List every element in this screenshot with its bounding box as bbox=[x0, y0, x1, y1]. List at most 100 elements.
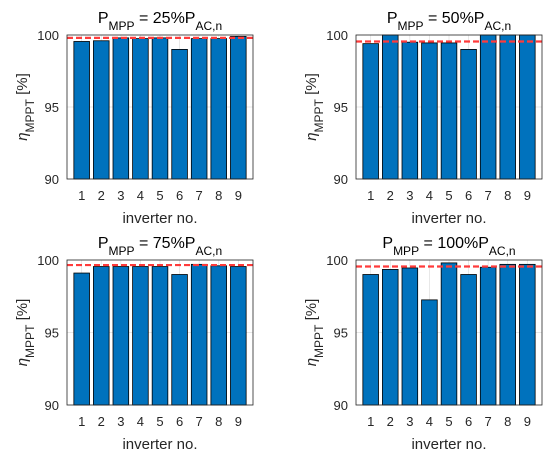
x-tick-label: 4 bbox=[426, 414, 433, 429]
y-tick-label: 90 bbox=[45, 172, 59, 187]
bar-inverter-5 bbox=[152, 38, 168, 179]
x-tick-label: 6 bbox=[176, 188, 183, 203]
x-tick-label: 2 bbox=[387, 188, 394, 203]
y-tick-label: 100 bbox=[326, 28, 348, 43]
bar-inverter-3 bbox=[113, 38, 129, 179]
bar-inverter-9 bbox=[230, 267, 246, 405]
x-tick-label: 3 bbox=[117, 414, 124, 429]
bar-inverter-4 bbox=[422, 300, 438, 405]
chart-panel-2: 90 95 100 1 2 3 4 5 6 7 8 9 inverter no. ηMPPT [%] PMP… bbox=[303, 10, 542, 227]
bar-inverter-8 bbox=[500, 264, 516, 405]
bar-inverter-1 bbox=[363, 44, 379, 179]
x-tick-label: 6 bbox=[465, 188, 472, 203]
chart-title: PMPP = 100%PAC,n bbox=[382, 235, 515, 258]
bar-inverter-2 bbox=[93, 267, 109, 405]
chart-title: PMPP = 50%PAC,n bbox=[387, 10, 511, 33]
y-tick-label: 95 bbox=[45, 100, 59, 115]
x-tick-label: 3 bbox=[406, 188, 413, 203]
x-tick-label: 2 bbox=[98, 414, 105, 429]
bar-inverter-6 bbox=[461, 49, 477, 179]
y-axis-label: ηMPPT [%] bbox=[303, 299, 326, 367]
x-tick-label: 4 bbox=[426, 188, 433, 203]
x-tick-label: 7 bbox=[485, 188, 492, 203]
bar-inverter-9 bbox=[519, 35, 535, 179]
bar-inverter-9 bbox=[230, 36, 246, 179]
y-tick-label: 90 bbox=[334, 398, 348, 413]
x-tick-label: 6 bbox=[176, 414, 183, 429]
x-tick-label: 9 bbox=[235, 188, 242, 203]
bar-inverter-3 bbox=[113, 267, 129, 405]
bar-inverter-4 bbox=[133, 267, 149, 405]
x-tick-label: 2 bbox=[387, 414, 394, 429]
y-tick-label: 100 bbox=[37, 28, 59, 43]
x-tick-label: 9 bbox=[524, 188, 531, 203]
x-tick-label: 1 bbox=[78, 188, 85, 203]
x-tick-label: 8 bbox=[215, 414, 222, 429]
y-axis-label: ηMPPT [%] bbox=[303, 73, 326, 141]
chart-title: PMPP = 25%PAC,n bbox=[98, 10, 222, 33]
bar-inverter-8 bbox=[211, 39, 227, 179]
x-tick-label: 5 bbox=[156, 188, 163, 203]
x-tick-label: 7 bbox=[485, 414, 492, 429]
x-tick-label: 8 bbox=[215, 188, 222, 203]
x-tick-label: 4 bbox=[137, 188, 144, 203]
bar-inverter-7 bbox=[191, 39, 207, 179]
x-axis-label: inverter no. bbox=[411, 210, 486, 227]
x-tick-label: 3 bbox=[117, 188, 124, 203]
bar-inverter-6 bbox=[172, 49, 188, 179]
bar-inverter-2 bbox=[382, 35, 398, 179]
bar-inverter-7 bbox=[480, 35, 496, 179]
bar-inverter-8 bbox=[500, 35, 516, 179]
bar-inverter-3 bbox=[402, 268, 418, 405]
y-tick-label: 90 bbox=[334, 172, 348, 187]
x-axis-label: inverter no. bbox=[122, 436, 197, 453]
x-tick-label: 5 bbox=[156, 414, 163, 429]
bar-inverter-6 bbox=[461, 275, 477, 406]
bar-inverter-4 bbox=[133, 39, 149, 179]
y-tick-label: 90 bbox=[45, 398, 59, 413]
bar-inverter-7 bbox=[480, 267, 496, 405]
bar-inverter-1 bbox=[74, 41, 90, 179]
bar-inverter-5 bbox=[441, 263, 457, 405]
y-tick-label: 100 bbox=[326, 253, 348, 268]
x-tick-label: 8 bbox=[504, 188, 511, 203]
x-tick-label: 5 bbox=[445, 414, 452, 429]
bar-inverter-3 bbox=[402, 42, 418, 179]
bar-inverter-1 bbox=[363, 275, 379, 406]
x-tick-label: 2 bbox=[98, 188, 105, 203]
x-tick-label: 8 bbox=[504, 414, 511, 429]
x-tick-label: 9 bbox=[235, 414, 242, 429]
y-axis-label: ηMPPT [%] bbox=[14, 73, 37, 141]
bar-inverter-8 bbox=[211, 266, 227, 405]
bar-inverter-2 bbox=[382, 269, 398, 405]
x-tick-label: 1 bbox=[78, 414, 85, 429]
bar-inverter-7 bbox=[191, 264, 207, 405]
x-tick-label: 1 bbox=[367, 188, 374, 203]
x-tick-label: 6 bbox=[465, 414, 472, 429]
x-tick-label: 3 bbox=[406, 414, 413, 429]
x-axis-label: inverter no. bbox=[122, 210, 197, 227]
bar-inverter-2 bbox=[93, 41, 109, 179]
bar-inverter-9 bbox=[519, 264, 535, 405]
bar-inverter-5 bbox=[441, 43, 457, 179]
chart-title: PMPP = 75%PAC,n bbox=[98, 235, 222, 258]
x-axis-label: inverter no. bbox=[411, 436, 486, 453]
bar-inverter-6 bbox=[172, 275, 188, 406]
bar-inverter-4 bbox=[422, 43, 438, 179]
bar-inverter-5 bbox=[152, 267, 168, 405]
x-tick-label: 7 bbox=[196, 414, 203, 429]
x-tick-label: 5 bbox=[445, 188, 452, 203]
y-tick-label: 95 bbox=[334, 326, 348, 341]
y-tick-label: 95 bbox=[334, 100, 348, 115]
x-tick-label: 1 bbox=[367, 414, 374, 429]
bar-inverter-1 bbox=[74, 273, 90, 405]
x-tick-label: 7 bbox=[196, 188, 203, 203]
chart-panel-3: 90 95 100 1 2 3 4 5 6 7 8 9 inverter no. ηMPPT [%] PMP… bbox=[14, 235, 253, 453]
x-tick-label: 4 bbox=[137, 414, 144, 429]
x-tick-label: 9 bbox=[524, 414, 531, 429]
y-tick-label: 100 bbox=[37, 253, 59, 268]
chart-panel-4: 90 95 100 1 2 3 4 5 6 7 8 9 inverter no. ηMPPT [%] PMP… bbox=[303, 235, 542, 453]
chart-panel-1: 90 95 100 1 2 3 4 5 6 7 8 9 inverter no. ηMPPT [%] PMP… bbox=[14, 10, 253, 227]
y-tick-label: 95 bbox=[45, 326, 59, 341]
